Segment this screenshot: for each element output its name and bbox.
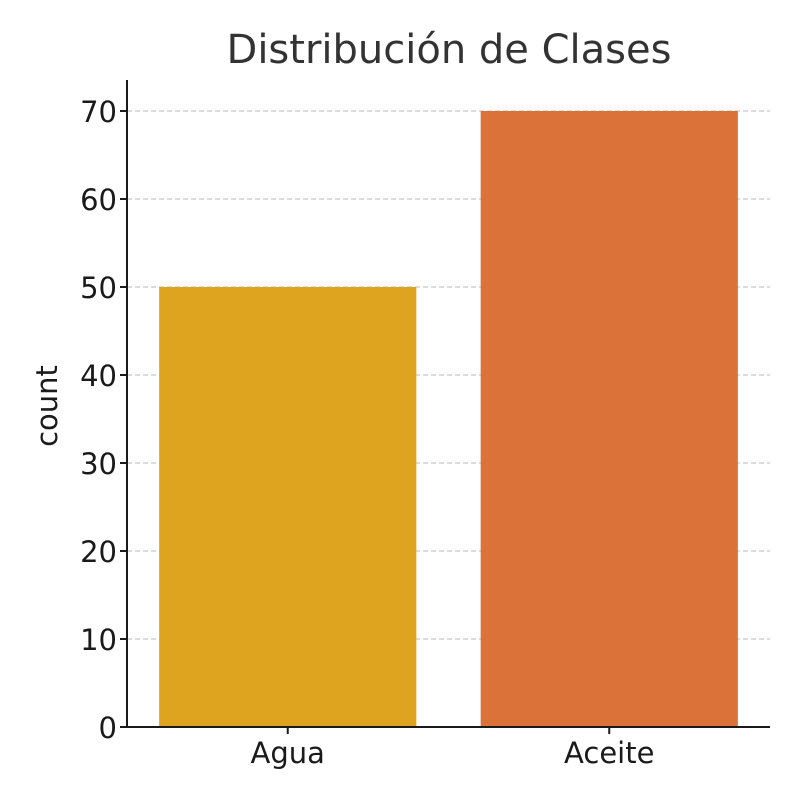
y-axis-label: count: [30, 365, 64, 447]
axes: [126, 80, 770, 728]
bars: [159, 111, 738, 727]
y-tick-label: 10: [80, 623, 117, 657]
y-ticks: 0 10 20 30 40 50 60 70: [80, 95, 127, 745]
y-tick-label: 50: [80, 271, 117, 305]
y-tick-label: 40: [80, 359, 117, 393]
y-tick-label: 0: [99, 711, 117, 745]
x-tick-label: Agua: [251, 736, 325, 770]
bar-agua: [159, 287, 417, 727]
y-tick-label: 20: [80, 535, 117, 569]
y-tick-label: 30: [80, 447, 117, 481]
bar-aceite: [480, 111, 738, 727]
x-ticks: Agua Aceite: [251, 727, 654, 770]
y-tick-label: 60: [80, 183, 117, 217]
x-tick-label: Aceite: [564, 736, 654, 770]
chart-title: Distribución de Clases: [227, 27, 672, 73]
y-tick-label: 70: [80, 95, 117, 129]
